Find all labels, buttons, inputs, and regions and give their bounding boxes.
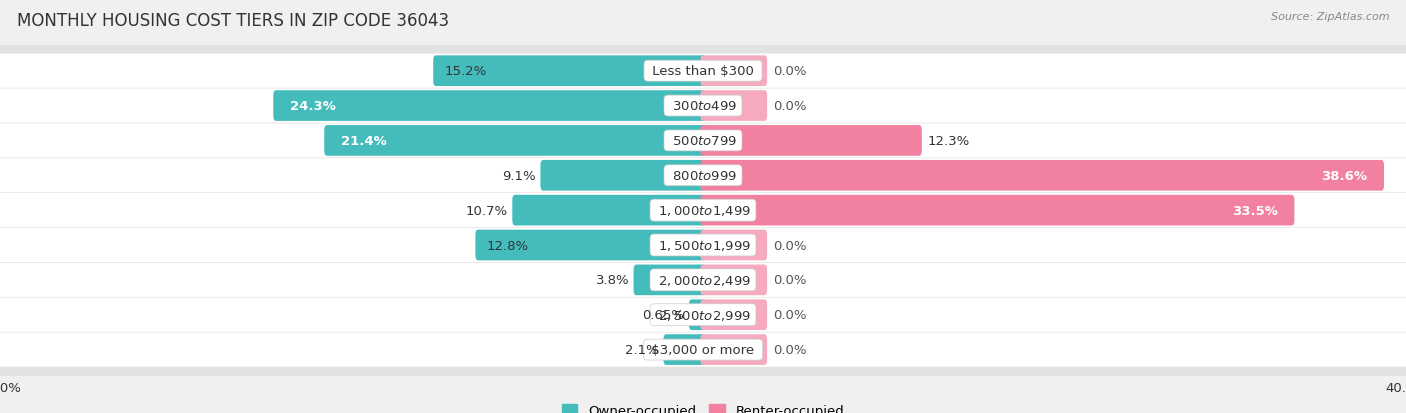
FancyBboxPatch shape <box>700 195 1295 226</box>
FancyBboxPatch shape <box>0 159 1406 193</box>
FancyBboxPatch shape <box>689 300 706 330</box>
Text: 12.3%: 12.3% <box>928 135 970 147</box>
FancyBboxPatch shape <box>700 265 768 295</box>
Text: $300 to $499: $300 to $499 <box>668 100 738 113</box>
FancyBboxPatch shape <box>0 45 1406 98</box>
Text: 2.1%: 2.1% <box>626 343 659 356</box>
FancyBboxPatch shape <box>664 335 706 365</box>
FancyBboxPatch shape <box>700 335 768 365</box>
FancyBboxPatch shape <box>433 56 706 87</box>
Text: 0.0%: 0.0% <box>773 309 807 321</box>
FancyBboxPatch shape <box>0 55 1406 88</box>
Text: $2,500 to $2,999: $2,500 to $2,999 <box>654 308 752 322</box>
Text: 0.0%: 0.0% <box>773 274 807 287</box>
FancyBboxPatch shape <box>0 228 1406 262</box>
Text: 3.8%: 3.8% <box>596 274 630 287</box>
Text: 15.2%: 15.2% <box>444 65 486 78</box>
Text: Source: ZipAtlas.com: Source: ZipAtlas.com <box>1271 12 1389 22</box>
Text: $3,000 or more: $3,000 or more <box>647 343 759 356</box>
Text: 12.8%: 12.8% <box>486 239 529 252</box>
FancyBboxPatch shape <box>0 288 1406 342</box>
FancyBboxPatch shape <box>0 184 1406 237</box>
Text: 0.65%: 0.65% <box>643 309 685 321</box>
FancyBboxPatch shape <box>700 56 768 87</box>
FancyBboxPatch shape <box>273 91 706 121</box>
FancyBboxPatch shape <box>700 91 768 121</box>
FancyBboxPatch shape <box>0 333 1406 367</box>
Text: 0.0%: 0.0% <box>773 65 807 78</box>
FancyBboxPatch shape <box>475 230 706 261</box>
Text: $800 to $999: $800 to $999 <box>668 169 738 182</box>
FancyBboxPatch shape <box>0 149 1406 203</box>
Text: 10.7%: 10.7% <box>465 204 508 217</box>
Text: Less than $300: Less than $300 <box>648 65 758 78</box>
Text: 0.0%: 0.0% <box>773 343 807 356</box>
FancyBboxPatch shape <box>700 126 922 157</box>
FancyBboxPatch shape <box>0 254 1406 307</box>
FancyBboxPatch shape <box>700 161 1384 191</box>
Text: MONTHLY HOUSING COST TIERS IN ZIP CODE 36043: MONTHLY HOUSING COST TIERS IN ZIP CODE 3… <box>17 12 449 30</box>
FancyBboxPatch shape <box>512 195 706 226</box>
FancyBboxPatch shape <box>700 300 768 330</box>
Text: 38.6%: 38.6% <box>1322 169 1367 182</box>
FancyBboxPatch shape <box>0 298 1406 332</box>
Text: $500 to $799: $500 to $799 <box>668 135 738 147</box>
FancyBboxPatch shape <box>0 114 1406 168</box>
Text: 0.0%: 0.0% <box>773 100 807 113</box>
Legend: Owner-occupied, Renter-occupied: Owner-occupied, Renter-occupied <box>557 399 849 413</box>
Text: 24.3%: 24.3% <box>290 100 336 113</box>
Text: 9.1%: 9.1% <box>502 169 536 182</box>
Text: $2,000 to $2,499: $2,000 to $2,499 <box>654 273 752 287</box>
Text: 0.0%: 0.0% <box>773 239 807 252</box>
FancyBboxPatch shape <box>0 263 1406 297</box>
FancyBboxPatch shape <box>0 218 1406 272</box>
FancyBboxPatch shape <box>0 124 1406 158</box>
FancyBboxPatch shape <box>700 230 768 261</box>
FancyBboxPatch shape <box>0 194 1406 228</box>
FancyBboxPatch shape <box>0 89 1406 123</box>
Text: $1,000 to $1,499: $1,000 to $1,499 <box>654 204 752 218</box>
Text: 33.5%: 33.5% <box>1232 204 1278 217</box>
FancyBboxPatch shape <box>0 80 1406 133</box>
FancyBboxPatch shape <box>0 323 1406 377</box>
FancyBboxPatch shape <box>634 265 706 295</box>
Text: $1,500 to $1,999: $1,500 to $1,999 <box>654 238 752 252</box>
Text: 21.4%: 21.4% <box>342 135 387 147</box>
FancyBboxPatch shape <box>540 161 706 191</box>
FancyBboxPatch shape <box>325 126 706 157</box>
